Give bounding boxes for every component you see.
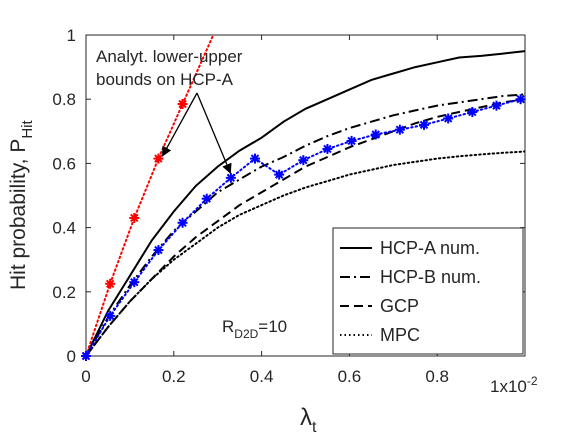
legend-label: GCP bbox=[380, 296, 419, 316]
x-tick-label: 0.2 bbox=[162, 367, 186, 386]
series-markers bbox=[81, 94, 526, 361]
series-marker-5 bbox=[298, 155, 309, 166]
legend: HCP-A num. HCP-B num. GCP MPC bbox=[332, 227, 524, 355]
series-marker-5 bbox=[370, 129, 381, 140]
series-marker-4 bbox=[105, 278, 116, 289]
series-marker-5 bbox=[201, 193, 212, 204]
y-tick-label: 0.6 bbox=[52, 154, 76, 173]
annotation-text-line2: bounds on HCP-A bbox=[96, 70, 234, 89]
x-tick-labels: 0 0.2 0.4 0.6 0.8 bbox=[81, 367, 449, 386]
series-marker-5 bbox=[225, 172, 236, 183]
x-tick-label: 0 bbox=[81, 367, 90, 386]
series-marker-5 bbox=[81, 351, 91, 361]
y-tick-label: 0 bbox=[67, 347, 76, 366]
series-marker-5 bbox=[394, 124, 405, 135]
series-marker-5 bbox=[274, 169, 285, 180]
annotation-text-line1: Analyt. lower-upper bbox=[96, 47, 243, 66]
series-marker-4 bbox=[177, 99, 188, 110]
series-marker-4 bbox=[129, 212, 140, 223]
series-marker-5 bbox=[129, 277, 140, 288]
legend-label: MPC bbox=[380, 325, 420, 345]
series-marker-5 bbox=[322, 143, 333, 154]
y-tick-label: 1 bbox=[67, 26, 76, 45]
series-marker-5 bbox=[105, 310, 116, 321]
series-line-0 bbox=[86, 50, 525, 356]
series-marker-5 bbox=[515, 94, 526, 105]
y-tick-label: 0.4 bbox=[52, 219, 76, 238]
series-line-4 bbox=[86, 35, 215, 356]
series-marker-5 bbox=[443, 113, 454, 124]
series-line-2 bbox=[86, 98, 525, 356]
x-axis-multiplier: 1x10-2 bbox=[490, 374, 538, 396]
series-marker-5 bbox=[467, 107, 478, 118]
series-marker-5 bbox=[153, 245, 164, 256]
parameter-label: RD2D=10 bbox=[222, 317, 287, 341]
legend-label: HCP-B num. bbox=[380, 267, 481, 287]
x-tick-label: 0.8 bbox=[425, 367, 449, 386]
series-marker-4 bbox=[153, 153, 164, 164]
series-marker-5 bbox=[177, 217, 188, 228]
series-marker-5 bbox=[250, 153, 261, 164]
legend-label: HCP-A num. bbox=[380, 238, 480, 258]
x-axis-label: λt bbox=[300, 404, 317, 436]
x-tick-label: 0.6 bbox=[338, 367, 362, 386]
series-line-3 bbox=[86, 150, 525, 356]
x-tick-label: 0.4 bbox=[250, 367, 274, 386]
series-marker-5 bbox=[419, 119, 430, 130]
annotation-arrow-left bbox=[162, 92, 198, 157]
y-tick-label: 0.2 bbox=[52, 283, 76, 302]
series-marker-5 bbox=[491, 100, 502, 111]
y-tick-label: 0.8 bbox=[52, 90, 76, 109]
y-tick-labels: 0 0.2 0.4 0.6 0.8 1 bbox=[52, 26, 76, 366]
series-line-1 bbox=[86, 93, 525, 356]
y-axis-label: Hit probability, PHit bbox=[7, 119, 36, 290]
series-marker-5 bbox=[346, 135, 357, 146]
annotation-arrow-right bbox=[196, 92, 232, 174]
